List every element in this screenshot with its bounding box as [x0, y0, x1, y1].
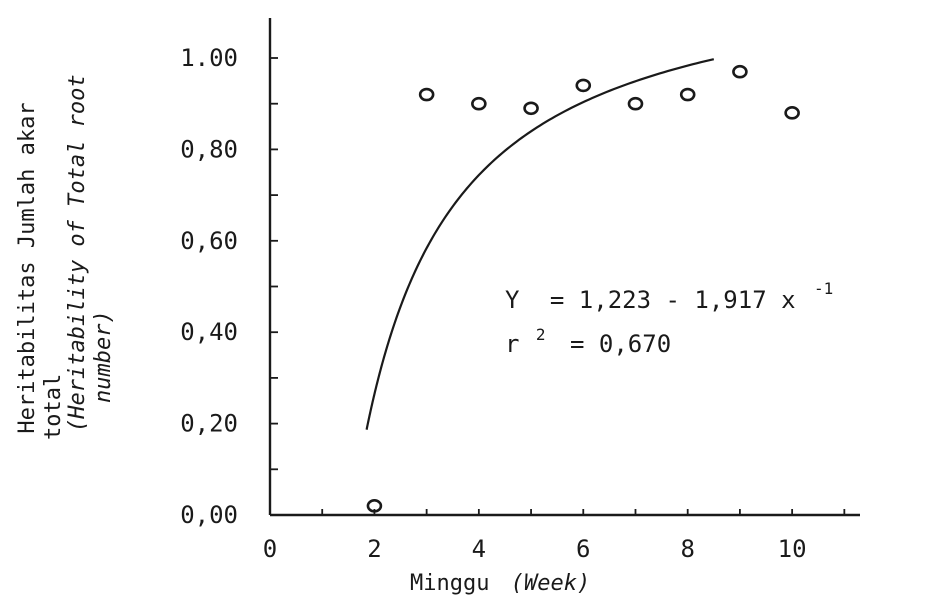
data-point [679, 87, 696, 102]
equation-line-2: r 2 = 0,670 [505, 318, 671, 358]
x-axis-title: Minggu (Week) [410, 571, 590, 596]
y-tick-label: 0,20 [180, 410, 238, 438]
x-tick-label: 8 [680, 535, 694, 563]
equation-rhs: = 1,223 - 1,917 x [550, 286, 796, 314]
y-tick-label: 0,00 [180, 501, 238, 529]
equation-line-1: Y = 1,223 - 1,917 x -1 [505, 279, 833, 314]
fit-curve [365, 58, 715, 430]
x-tick-label: 10 [778, 535, 807, 563]
data-point [471, 96, 487, 111]
y-axis-title-line2: total [41, 374, 66, 440]
ticks [270, 57, 846, 516]
x-tick-label: 2 [367, 535, 381, 563]
tick-labels: 0 2 4 6 8 10 0,00 0,20 0,40 0,60 0,80 1.00 [180, 44, 806, 563]
x-axis-title-main: Minggu [410, 571, 489, 596]
y-tick-label: 0,40 [180, 318, 238, 346]
data-points [366, 64, 800, 513]
data-point [732, 64, 748, 79]
y-axis-title: Heritabilitas Jumlah akar total (Heritab… [15, 74, 116, 440]
y-tick-label: 0,80 [180, 135, 238, 163]
axes [268, 18, 860, 517]
data-point [784, 106, 800, 120]
data-point [627, 96, 644, 111]
data-point [523, 101, 539, 116]
equation-exponent: -1 [814, 279, 833, 298]
fit-equation: Y = 1,223 - 1,917 x -1 r 2 = 0,670 [505, 279, 833, 358]
data-point [575, 78, 592, 93]
r-squared-var: r [505, 330, 519, 358]
y-axis-title-line1: Heritabilitas Jumlah akar [15, 102, 40, 433]
data-point [418, 87, 435, 102]
x-tick-label: 6 [576, 535, 590, 563]
y-axis-title-line3: (Heritability of Total root [65, 74, 90, 432]
y-tick-label: 0,60 [180, 227, 238, 255]
r-squared-value: = 0,670 [570, 330, 671, 358]
y-tick-label: 1.00 [180, 44, 238, 72]
x-tick-label: 0 [263, 535, 277, 563]
equation-y-var: Y [505, 286, 520, 314]
y-axis-title-line4: number) [91, 310, 116, 403]
x-tick-label: 4 [472, 535, 486, 563]
data-point [366, 499, 383, 513]
r-squared-exponent: 2 [536, 325, 546, 344]
x-axis-title-italic: (Week) [511, 571, 590, 596]
